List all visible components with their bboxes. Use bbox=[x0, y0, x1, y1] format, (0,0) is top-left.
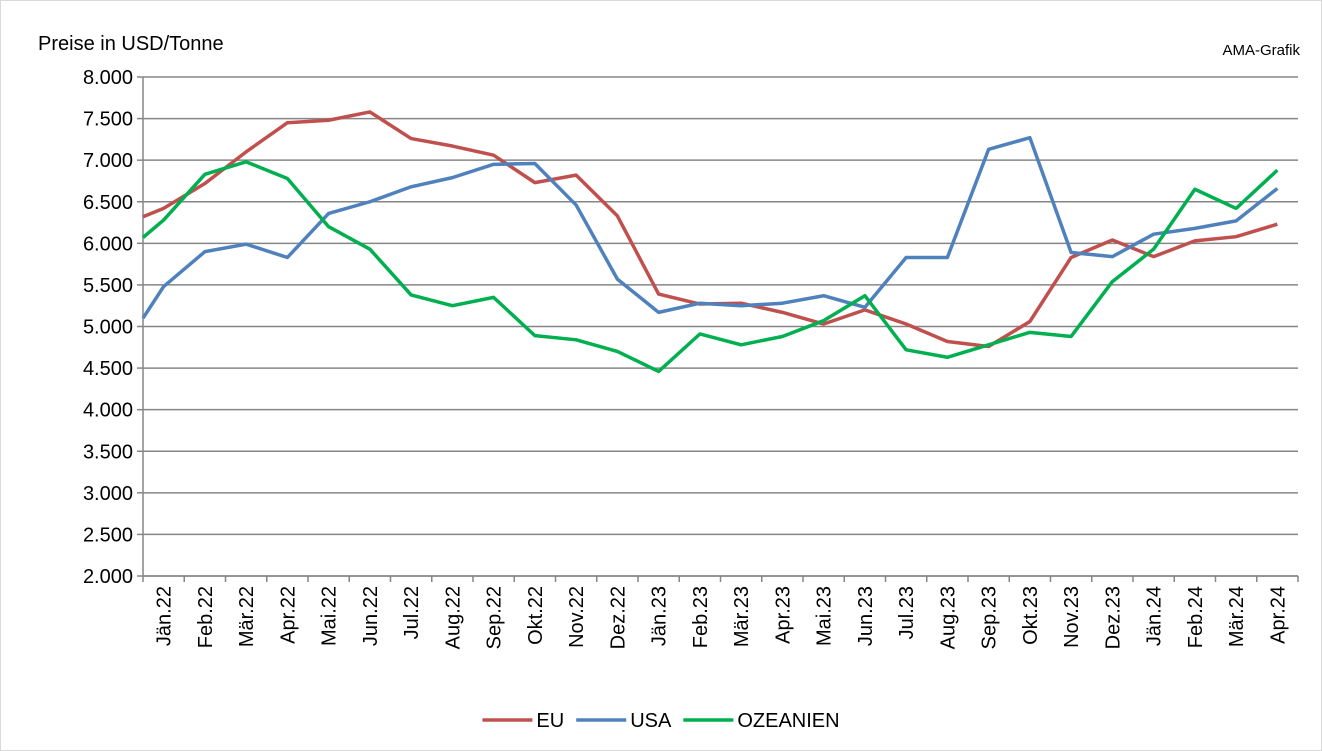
legend-label: OZEANIEN bbox=[737, 710, 839, 732]
y-tick-label: 4.000 bbox=[83, 400, 133, 422]
chart-title: Preise in USD/Tonne bbox=[38, 33, 224, 55]
x-tick-label: Mär.24 bbox=[1226, 586, 1248, 647]
x-tick-label: Apr.24 bbox=[1267, 586, 1289, 644]
y-tick-label: 5.000 bbox=[83, 317, 133, 339]
x-tick-label: Feb.23 bbox=[690, 586, 712, 648]
x-tick-label: Aug.22 bbox=[442, 586, 464, 649]
x-tick-label: Mai.23 bbox=[814, 586, 836, 646]
x-tick-label: Nov.23 bbox=[1061, 586, 1083, 648]
x-tick-label: Apr.22 bbox=[277, 586, 299, 644]
y-tick-label: 2.000 bbox=[83, 566, 133, 588]
x-tick-label: Jul.22 bbox=[401, 586, 423, 639]
x-tick-label: Aug.23 bbox=[937, 586, 959, 649]
x-tick-label: Sep.23 bbox=[979, 586, 1001, 649]
x-tick-label: Jän.22 bbox=[154, 586, 176, 646]
x-tick-label: Mai.22 bbox=[319, 586, 341, 646]
y-tick-label: 6.500 bbox=[83, 192, 133, 214]
y-tick-label: 7.500 bbox=[83, 109, 133, 131]
y-tick-label: 2.500 bbox=[83, 524, 133, 546]
y-tick-label: 5.500 bbox=[83, 275, 133, 297]
y-tick-label: 3.500 bbox=[83, 441, 133, 463]
x-tick-label: Mär.22 bbox=[236, 586, 258, 647]
x-tick-label: Okt.22 bbox=[525, 586, 547, 645]
x-tick-label: Jän.23 bbox=[649, 586, 671, 646]
annotation: AMA-Grafik bbox=[1222, 42, 1300, 59]
y-tick-label: 4.500 bbox=[83, 358, 133, 380]
x-tick-label: Jul.23 bbox=[896, 586, 918, 639]
y-tick-label: 6.000 bbox=[83, 233, 133, 255]
x-tick-label: Jun.22 bbox=[360, 586, 382, 646]
y-tick-label: 3.000 bbox=[83, 483, 133, 505]
legend-item: USA bbox=[576, 710, 672, 732]
legend-item: OZEANIEN bbox=[683, 710, 840, 732]
legend-item: EU bbox=[482, 710, 564, 732]
x-tick-label: Apr.23 bbox=[772, 586, 794, 644]
line-series bbox=[141, 135, 1279, 320]
x-tick-label: Sep.22 bbox=[484, 586, 506, 649]
y-tick-label: 7.000 bbox=[83, 150, 133, 172]
x-tick-label: Nov.22 bbox=[566, 586, 588, 648]
x-tick-label: Dez.23 bbox=[1102, 586, 1124, 649]
x-tick-label: Mär.23 bbox=[731, 586, 753, 647]
legend-label: EU bbox=[536, 710, 564, 732]
x-tick-label: Feb.22 bbox=[195, 586, 217, 648]
legend-label: USA bbox=[630, 710, 672, 732]
x-tick-label: Dez.22 bbox=[607, 586, 629, 649]
x-tick-label: Jän.24 bbox=[1144, 586, 1166, 646]
x-tick-label: Okt.23 bbox=[1020, 586, 1042, 645]
x-tick-label: Feb.24 bbox=[1185, 586, 1207, 648]
x-tick-label: Jun.23 bbox=[855, 586, 877, 646]
y-tick-label: 8.000 bbox=[83, 67, 133, 89]
line-series bbox=[141, 160, 1279, 374]
